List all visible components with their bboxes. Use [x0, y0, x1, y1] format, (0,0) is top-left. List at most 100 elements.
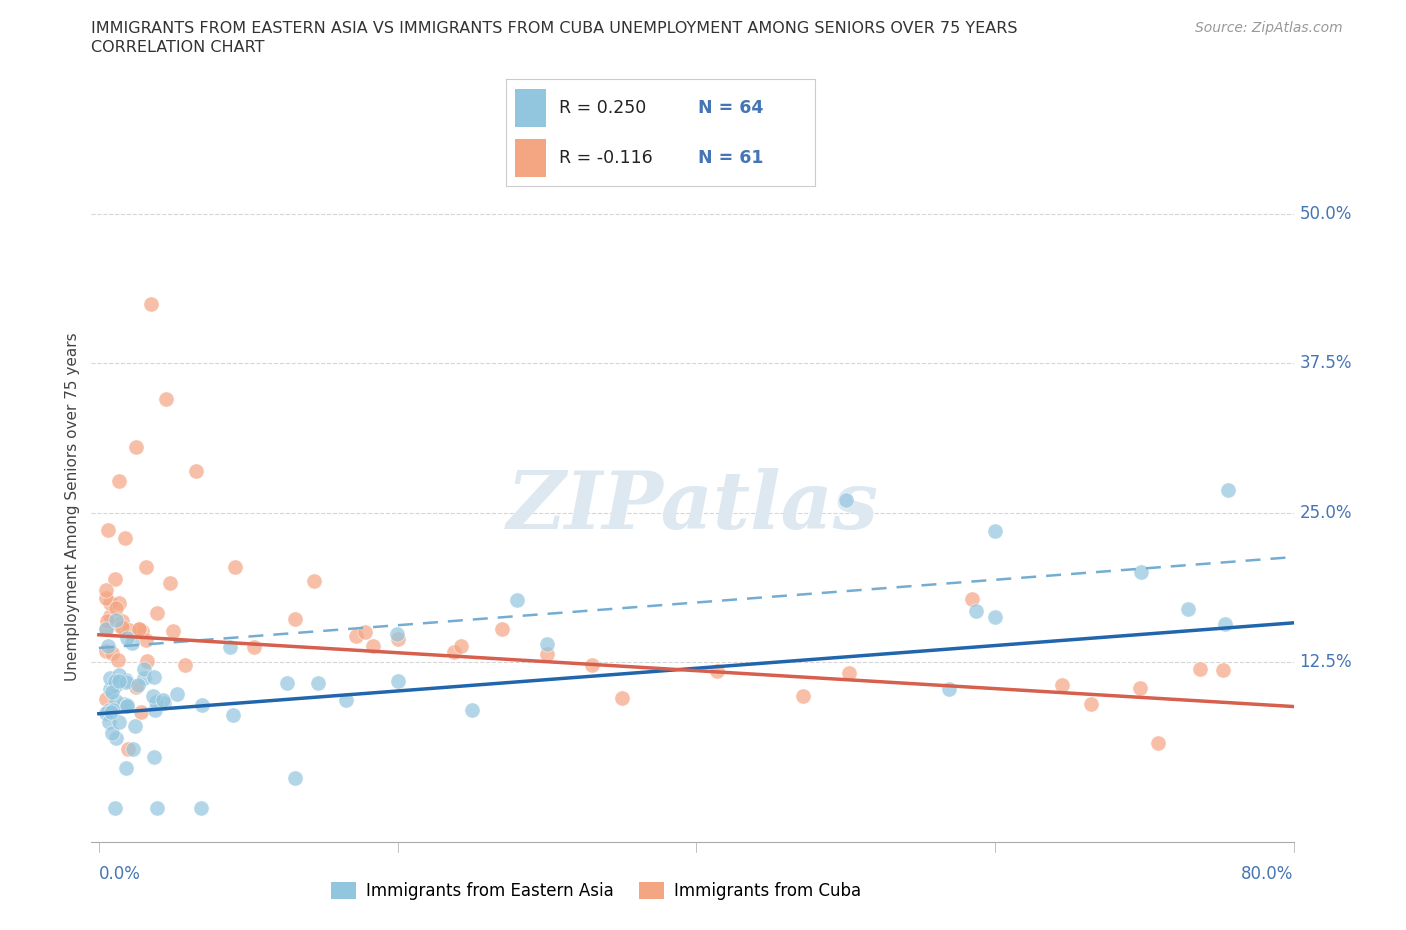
- Point: [387, 631, 409, 646]
- Point: [101, 684, 124, 699]
- Point: [361, 639, 384, 654]
- Point: [96, 706, 118, 721]
- Text: ZIPatlas: ZIPatlas: [506, 468, 879, 546]
- Point: [104, 801, 127, 816]
- Point: [105, 677, 128, 692]
- Text: N = 61: N = 61: [697, 149, 763, 167]
- Point: [97, 639, 120, 654]
- Point: [965, 604, 987, 618]
- Point: [387, 673, 409, 688]
- Point: [97, 715, 120, 730]
- Point: [960, 592, 983, 607]
- Point: [114, 530, 136, 545]
- Point: [174, 658, 197, 672]
- Point: [142, 750, 165, 764]
- Point: [132, 662, 155, 677]
- Point: [536, 647, 558, 662]
- Point: [115, 698, 138, 713]
- Point: [96, 613, 118, 628]
- Point: [124, 679, 146, 694]
- Point: [121, 742, 143, 757]
- Text: IMMIGRANTS FROM EASTERN ASIA VS IMMIGRANTS FROM CUBA UNEMPLOYMENT AMONG SENIORS : IMMIGRANTS FROM EASTERN ASIA VS IMMIGRAN…: [91, 21, 1018, 36]
- Point: [166, 686, 188, 701]
- Point: [121, 635, 143, 650]
- Point: [984, 524, 1007, 538]
- Point: [139, 296, 162, 311]
- Point: [506, 592, 529, 607]
- Bar: [516, 139, 547, 178]
- Point: [1129, 681, 1152, 696]
- Point: [125, 440, 148, 455]
- Point: [1050, 678, 1073, 693]
- Point: [335, 693, 357, 708]
- Point: [131, 704, 153, 719]
- Point: [105, 613, 128, 628]
- Point: [152, 693, 174, 708]
- Point: [135, 654, 157, 669]
- Point: [101, 725, 124, 740]
- Point: [304, 574, 326, 589]
- Point: [162, 624, 184, 639]
- Point: [190, 698, 212, 712]
- Point: [117, 631, 139, 645]
- Point: [98, 595, 121, 610]
- Point: [131, 624, 153, 639]
- Point: [984, 609, 1007, 624]
- Point: [135, 632, 157, 647]
- Point: [108, 473, 131, 488]
- Point: [104, 693, 127, 708]
- Point: [1218, 483, 1240, 498]
- Point: [276, 675, 298, 690]
- Point: [100, 645, 122, 660]
- Point: [536, 637, 558, 652]
- Point: [222, 708, 245, 723]
- Point: [98, 682, 121, 697]
- Point: [96, 644, 118, 658]
- Point: [104, 673, 127, 688]
- Point: [145, 695, 167, 710]
- Point: [98, 671, 121, 685]
- Point: [344, 629, 367, 644]
- Point: [283, 770, 305, 785]
- Point: [117, 741, 139, 756]
- Point: [96, 591, 118, 605]
- Point: [127, 678, 149, 693]
- Point: [219, 639, 242, 654]
- Point: [610, 691, 633, 706]
- Point: [184, 463, 207, 478]
- Point: [1213, 616, 1236, 631]
- Text: 12.5%: 12.5%: [1299, 653, 1353, 671]
- Point: [450, 638, 472, 653]
- Point: [96, 691, 118, 706]
- Point: [1177, 602, 1199, 617]
- Point: [111, 614, 134, 629]
- Point: [153, 696, 176, 711]
- Legend: Immigrants from Eastern Asia, Immigrants from Cuba: Immigrants from Eastern Asia, Immigrants…: [325, 875, 868, 907]
- Point: [110, 619, 132, 634]
- Point: [1212, 663, 1234, 678]
- Point: [107, 653, 129, 668]
- Point: [118, 623, 141, 638]
- Point: [107, 595, 129, 610]
- Point: [98, 702, 121, 717]
- Point: [108, 673, 131, 688]
- Point: [491, 621, 513, 636]
- Point: [1129, 565, 1152, 579]
- Point: [96, 621, 118, 636]
- Point: [143, 670, 166, 684]
- Point: [307, 675, 329, 690]
- Point: [145, 605, 167, 620]
- Point: [581, 658, 603, 672]
- Point: [706, 664, 728, 679]
- Point: [96, 621, 118, 636]
- Text: 80.0%: 80.0%: [1241, 865, 1294, 884]
- Text: Source: ZipAtlas.com: Source: ZipAtlas.com: [1195, 21, 1343, 35]
- Point: [190, 800, 212, 815]
- Text: R = -0.116: R = -0.116: [558, 149, 652, 167]
- Point: [112, 697, 135, 711]
- Point: [792, 688, 814, 703]
- Point: [108, 668, 131, 683]
- Text: 25.0%: 25.0%: [1299, 504, 1353, 522]
- Text: R = 0.250: R = 0.250: [558, 99, 645, 117]
- Point: [100, 705, 122, 720]
